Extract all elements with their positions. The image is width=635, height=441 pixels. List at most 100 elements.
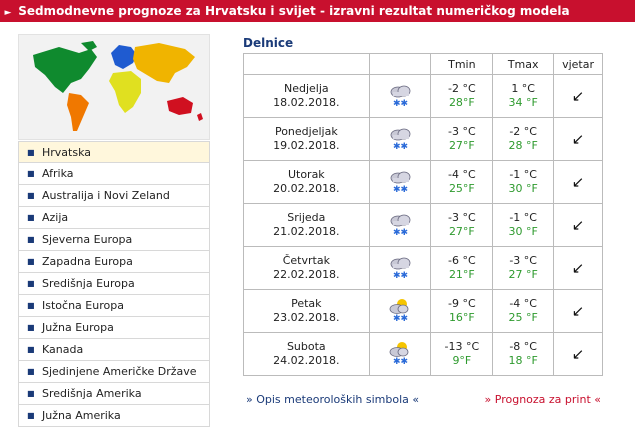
table-row: Srijeda 21.02.2018. ✱✱ -3 °C 27°F -1 °C 30 °F ↙ [243, 203, 603, 247]
tmax-fahrenheit: 30 °F [508, 225, 538, 238]
wind-direction-icon: ↙ [571, 259, 585, 277]
bullet-icon: ■ [27, 301, 35, 310]
sidebar-item-label: Južna Europa [42, 321, 114, 334]
sidebar-item-sad[interactable]: ■ Sjedinjene Američke Države [18, 361, 210, 383]
weather-cell: ✱✱ [368, 203, 432, 247]
sidebar-item-label: Istočna Europa [42, 299, 124, 312]
tmin-fahrenheit: 27°F [448, 139, 475, 152]
wind-direction-icon: ↙ [571, 87, 585, 105]
bullet-icon: ■ [27, 279, 35, 288]
table-header-row: Tmin Tmax vjetar [243, 53, 603, 75]
day-cell: Srijeda 21.02.2018. [243, 203, 370, 247]
tmax-celsius: -2 °C [509, 125, 537, 138]
tmin-celsius: -3 °C [448, 125, 476, 138]
tmin-cell: -6 °C 21°F [430, 246, 494, 290]
city-title: Delnice [243, 36, 294, 50]
header-tmin: Tmin [430, 53, 494, 75]
day-date: 21.02.2018. [273, 225, 340, 238]
sidebar-item-label: Središnja Amerika [42, 387, 142, 400]
tmax-celsius: -8 °C [509, 340, 537, 353]
page-header-bar: ► Sedmodnevne prognoze za Hrvatsku i svi… [0, 0, 635, 22]
tmin-celsius: -6 °C [448, 254, 476, 267]
tmin-fahrenheit: 16°F [448, 311, 475, 324]
header-icon [368, 53, 432, 75]
tmax-celsius: 1 °C [511, 82, 535, 95]
sidebar-item-kanada[interactable]: ■ Kanada [18, 339, 210, 361]
svg-text:✱✱: ✱✱ [393, 142, 408, 151]
tmin-cell: -9 °C 16°F [430, 289, 494, 333]
tmin-fahrenheit: 27°F [448, 225, 475, 238]
table-row: Petak 23.02.2018. ✱✱ -9 °C 16°F -4 °C 25 °F ↙ [243, 289, 603, 333]
day-cell: Četvrtak 22.02.2018. [243, 246, 370, 290]
tmax-cell: -3 °C 27 °F [492, 246, 555, 290]
print-forecast-link[interactable]: » Prognoza za print « [484, 393, 601, 406]
sidebar-item-label: Sjeverna Europa [42, 233, 133, 246]
svg-text:✱✱: ✱✱ [393, 185, 408, 194]
day-date: 20.02.2018. [273, 182, 340, 195]
day-date: 24.02.2018. [273, 354, 340, 367]
tmin-cell: -13 °C 9°F [430, 332, 494, 376]
sidebar-item-juzna-amerika[interactable]: ■ Južna Amerika [18, 405, 210, 427]
page-title: Sedmodnevne prognoze za Hrvatsku i svije… [18, 4, 570, 18]
bullet-icon: ■ [27, 389, 35, 398]
weather-cell: ✱✱ [368, 74, 432, 118]
tmax-celsius: -1 °C [509, 211, 537, 224]
header-wind: vjetar [553, 53, 603, 75]
tmax-cell: -8 °C 18 °F [492, 332, 555, 376]
bullet-icon: ■ [27, 148, 35, 157]
day-date: 19.02.2018. [273, 139, 340, 152]
tmax-celsius: -1 °C [509, 168, 537, 181]
world-map-image[interactable] [18, 34, 210, 140]
day-name: Petak [291, 297, 322, 310]
cloud-snow-icon: ✱✱ [387, 214, 413, 240]
bullet-icon: ■ [27, 169, 35, 178]
sidebar-item-sredisnja-amerika[interactable]: ■ Središnja Amerika [18, 383, 210, 405]
sidebar-item-istocna-europa[interactable]: ■ Istočna Europa [18, 295, 210, 317]
cloud-snow-icon: ✱✱ [387, 128, 413, 154]
sidebar-item-label: Hrvatska [42, 146, 92, 159]
weather-cell: ✱✱ [368, 117, 432, 161]
tmin-fahrenheit: 21°F [448, 268, 475, 281]
day-name: Nedjelja [284, 82, 329, 95]
sun-cloud-snow-icon: ✱✱ [387, 341, 413, 369]
table-row: Nedjelja 18.02.2018. ✱✱ -2 °C 28°F 1 °C 34 °F ↙ [243, 74, 603, 118]
svg-text:✱✱: ✱✱ [393, 99, 408, 108]
sidebar-item-sredisnja-europa[interactable]: ■ Središnja Europa [18, 273, 210, 295]
symbols-description-link[interactable]: » Opis meteoroloških simbola « [246, 393, 420, 406]
sidebar-item-label: Afrika [42, 167, 74, 180]
sidebar-item-azija[interactable]: ■ Azija [18, 207, 210, 229]
bullet-icon: ■ [27, 367, 35, 376]
table-row: Četvrtak 22.02.2018. ✱✱ -6 °C 21°F -3 °C 27 °F… [243, 246, 603, 290]
tmax-cell: -4 °C 25 °F [492, 289, 555, 333]
tmin-fahrenheit: 25°F [448, 182, 475, 195]
sidebar-item-hrvatska[interactable]: ■ Hrvatska [18, 141, 210, 163]
wind-direction-icon: ↙ [571, 345, 585, 363]
tmax-fahrenheit: 34 °F [508, 96, 538, 109]
tmax-cell: -2 °C 28 °F [492, 117, 555, 161]
tmin-fahrenheit: 9°F [452, 354, 472, 367]
day-cell: Utorak 20.02.2018. [243, 160, 370, 204]
cloud-snow-icon: ✱✱ [387, 85, 413, 111]
day-cell: Subota 24.02.2018. [243, 332, 370, 376]
sidebar-item-sjeverna-europa[interactable]: ■ Sjeverna Europa [18, 229, 210, 251]
day-name: Ponedjeljak [274, 125, 338, 138]
tmax-fahrenheit: 27 °F [508, 268, 538, 281]
sidebar-item-label: Azija [42, 211, 69, 224]
wind-cell: ↙ [553, 160, 603, 204]
bullet-icon: ■ [27, 213, 35, 222]
tmax-cell: 1 °C 34 °F [492, 74, 555, 118]
wind-cell: ↙ [553, 332, 603, 376]
bullet-icon: ■ [27, 323, 35, 332]
sidebar-item-australija[interactable]: ■ Australija i Novi Zeland [18, 185, 210, 207]
tmin-fahrenheit: 28°F [448, 96, 475, 109]
tmax-cell: -1 °C 30 °F [492, 160, 555, 204]
tmin-cell: -2 °C 28°F [430, 74, 494, 118]
wind-cell: ↙ [553, 289, 603, 333]
sidebar-item-zapadna-europa[interactable]: ■ Zapadna Europa [18, 251, 210, 273]
tmax-fahrenheit: 28 °F [508, 139, 538, 152]
tmin-cell: -3 °C 27°F [430, 203, 494, 247]
sun-cloud-snow-icon: ✱✱ [387, 298, 413, 326]
tmin-celsius: -3 °C [448, 211, 476, 224]
sidebar-item-juzna-europa[interactable]: ■ Južna Europa [18, 317, 210, 339]
sidebar-item-afrika[interactable]: ■ Afrika [18, 163, 210, 185]
